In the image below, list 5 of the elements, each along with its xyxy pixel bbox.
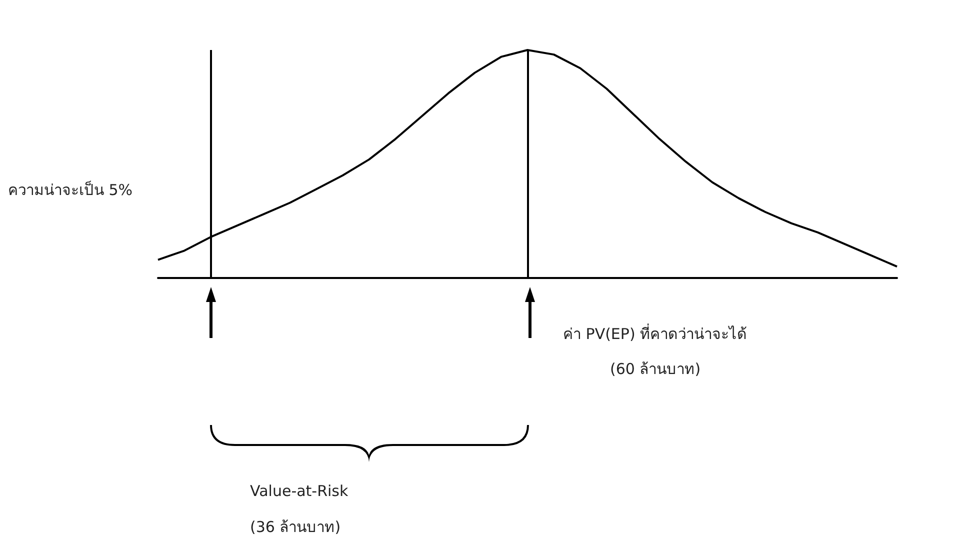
text: ความน่าจะเป็น 5% [8, 180, 133, 201]
text: (36 ล้านบาท) [250, 517, 341, 538]
text: Value-at-Risk [250, 482, 348, 500]
text: (60 ล้านบาท) [610, 359, 701, 380]
text: ค่า PV(EP) ที่คาดว่าน่าจะได้ [563, 322, 748, 345]
